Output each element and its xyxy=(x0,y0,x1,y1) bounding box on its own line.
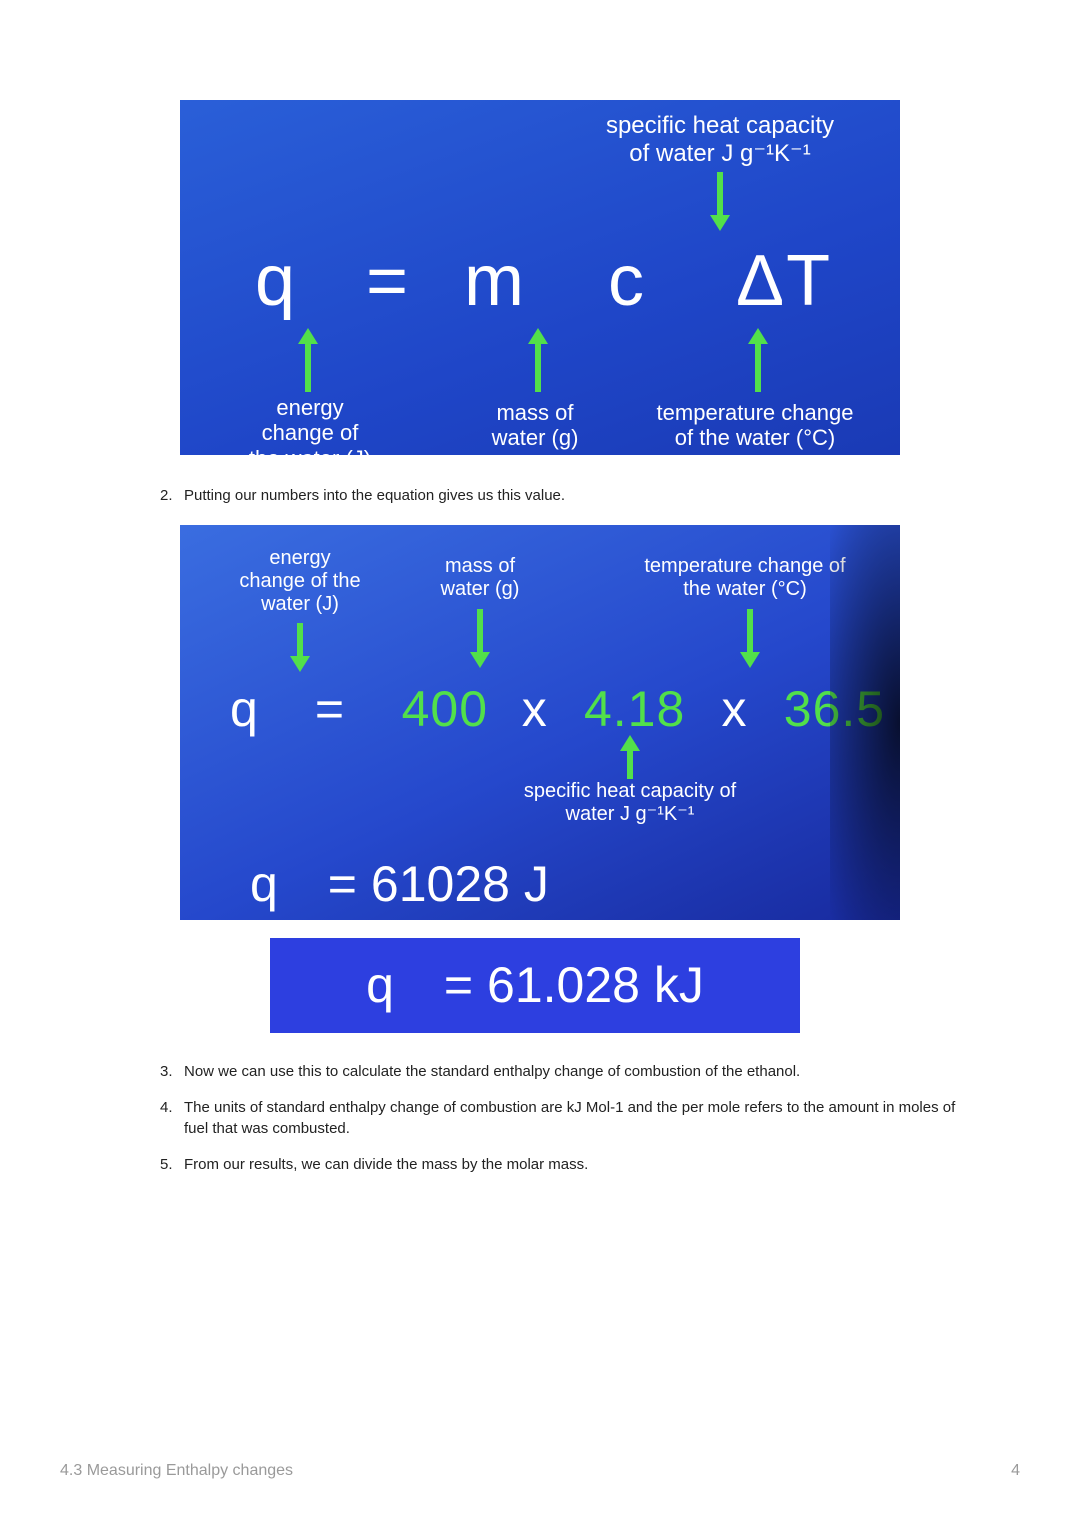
footer-page-number: 4 xyxy=(1011,1462,1020,1480)
footer-title: 4.3 Measuring Enthalpy changes xyxy=(60,1462,293,1480)
label-specific-heat-top: specific heat capacity of water J g⁻¹K⁻¹ xyxy=(580,112,860,167)
arrow-line xyxy=(717,172,723,217)
arrow-down-icon xyxy=(470,652,490,668)
arrow-down-icon xyxy=(290,656,310,672)
arrow-line xyxy=(755,344,761,392)
arrow-up-icon xyxy=(748,328,768,344)
label-specific-heat: specific heat capacity of water J g⁻¹K⁻¹ xyxy=(490,780,770,826)
arrow-line xyxy=(477,609,483,654)
label-text: specific heat capacity xyxy=(606,112,834,139)
page-footer: 4.3 Measuring Enthalpy changes 4 xyxy=(60,1462,1020,1480)
symbol-equals: = xyxy=(358,240,418,322)
arrow-line xyxy=(627,751,633,779)
shadow-overlay xyxy=(830,525,900,920)
arrow-up-icon xyxy=(528,328,548,344)
symbol-q: q xyxy=(216,240,336,322)
list-item: 3. Now we can use this to calculate the … xyxy=(160,1061,1000,1083)
symbol-times: x xyxy=(715,680,755,738)
arrow-up-icon xyxy=(298,328,318,344)
label-mass-water: mass of water (g) xyxy=(410,555,550,601)
symbol-c: c xyxy=(572,240,682,322)
result-kj-text: q = 61.028 kJ xyxy=(366,956,704,1014)
list-item: 5. From our results, we can divide the m… xyxy=(160,1154,1000,1176)
arrow-line xyxy=(747,609,753,654)
symbol-q: q xyxy=(230,680,300,738)
formula-result-joules: q = 61028 J xyxy=(250,855,549,913)
arrow-line xyxy=(297,623,303,658)
formula-equation: q = m c ΔT xyxy=(180,240,900,322)
arrow-down-icon xyxy=(710,215,730,231)
label-mass-water: mass of water (g) xyxy=(455,400,615,451)
list-text: From our results, we can divide the mass… xyxy=(184,1154,1000,1176)
value-shc: 4.18 xyxy=(570,680,700,738)
list-number: 4. xyxy=(160,1097,184,1141)
list-text: Now we can use this to calculate the sta… xyxy=(184,1061,1000,1083)
arrow-down-icon xyxy=(740,652,760,668)
label-energy-change: energy change of the water (J) xyxy=(205,395,415,455)
label-energy-change: energy change of the water (J) xyxy=(200,547,400,616)
list-text: The units of standard enthalpy change of… xyxy=(184,1097,1000,1141)
page-content: specific heat capacity of water J g⁻¹K⁻¹… xyxy=(0,0,1080,1176)
list-text: Putting our numbers into the equation gi… xyxy=(184,485,1000,507)
result-kilojoules-box: q = 61.028 kJ xyxy=(270,938,800,1033)
symbol-m: m xyxy=(440,240,550,322)
equation-diagram-values: energy change of the water (J) mass of w… xyxy=(180,525,900,920)
arrow-line xyxy=(305,344,311,392)
list-number: 3. xyxy=(160,1061,184,1083)
label-temp-change: temperature change of the water (°C) xyxy=(620,400,890,451)
label-text: of water J g⁻¹K⁻¹ xyxy=(629,140,810,167)
list-number: 2. xyxy=(160,485,184,507)
list-item: 2. Putting our numbers into the equation… xyxy=(160,485,1000,507)
list-item: 4. The units of standard enthalpy change… xyxy=(160,1097,1000,1141)
equation-diagram-formula: specific heat capacity of water J g⁻¹K⁻¹… xyxy=(180,100,900,455)
symbol-equals: = xyxy=(315,680,375,738)
arrow-line xyxy=(535,344,541,392)
formula-equation-values: q = 400 x 4.18 x 36.5 xyxy=(230,680,899,738)
symbol-delta-t: ΔT xyxy=(704,240,864,322)
symbol-times: x xyxy=(515,680,555,738)
value-mass: 400 xyxy=(390,680,500,738)
list-number: 5. xyxy=(160,1154,184,1176)
